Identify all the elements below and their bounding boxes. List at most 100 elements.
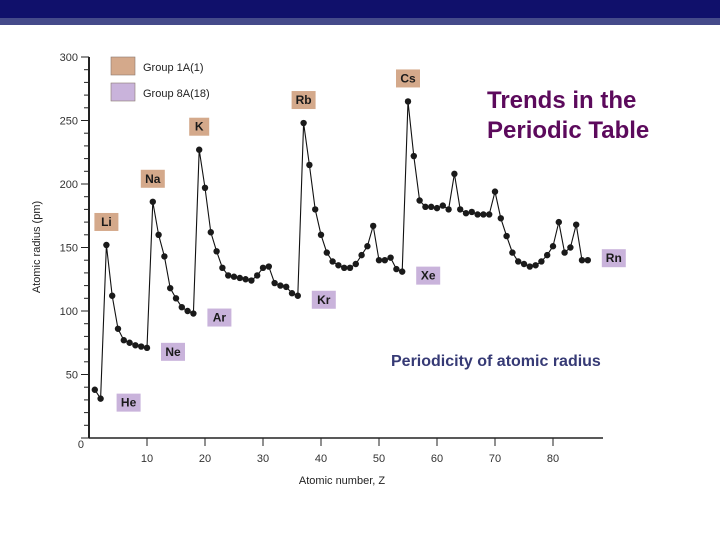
y-tick-label: 300 — [60, 52, 78, 64]
element-label-box — [291, 91, 316, 110]
x-tick-label: 10 — [141, 453, 153, 465]
element-label-na: Na — [145, 172, 161, 186]
element-label-ne: Ne — [165, 345, 181, 359]
data-point — [346, 264, 354, 272]
data-point — [486, 211, 493, 218]
data-point — [399, 268, 406, 275]
data-point — [91, 386, 99, 393]
element-label-xe: Xe — [421, 269, 436, 283]
data-point — [404, 98, 412, 105]
data-point — [474, 211, 481, 218]
header-stripe — [0, 18, 720, 25]
data-point — [509, 249, 516, 256]
data-point — [103, 241, 110, 249]
y-tick-label: 0 — [78, 439, 84, 451]
data-point — [178, 303, 185, 311]
x-tick-label: 60 — [431, 453, 443, 465]
data-point — [335, 262, 342, 269]
data-point — [520, 260, 528, 268]
data-point — [230, 273, 238, 280]
data-point — [462, 210, 470, 217]
data-point — [172, 295, 180, 302]
data-point — [312, 206, 319, 213]
data-point — [300, 119, 307, 127]
data-point — [138, 343, 145, 350]
legend-label: Group 1A(1) — [143, 62, 204, 74]
header-bar — [0, 0, 720, 18]
data-point — [196, 146, 203, 153]
element-label-box — [311, 290, 336, 309]
data-point — [294, 292, 301, 299]
data-point — [120, 337, 128, 344]
data-point — [306, 161, 313, 169]
element-label-box — [94, 212, 119, 231]
data-point — [225, 272, 232, 279]
data-point — [317, 231, 325, 238]
element-label-li: Li — [101, 215, 112, 229]
data-point — [393, 265, 400, 273]
data-point — [468, 208, 475, 216]
data-point — [364, 243, 371, 250]
element-label-box — [189, 117, 210, 136]
data-point — [457, 206, 464, 213]
element-label-box — [396, 69, 420, 88]
data-point — [288, 290, 296, 297]
data-point — [167, 284, 174, 292]
data-point — [184, 307, 191, 315]
data-point — [283, 283, 290, 291]
data-point — [277, 282, 284, 289]
data-point — [132, 342, 139, 349]
data-point — [451, 170, 458, 178]
data-point — [503, 232, 510, 240]
element-label-kr: Kr — [317, 293, 331, 307]
data-point — [114, 325, 122, 332]
data-point — [428, 203, 435, 211]
data-point — [439, 202, 446, 209]
data-point — [555, 218, 562, 226]
data-point — [573, 221, 580, 228]
legend-swatch — [110, 56, 136, 76]
data-point — [538, 258, 545, 265]
data-point — [190, 310, 197, 317]
data-point — [126, 339, 133, 346]
element-label-box — [140, 169, 165, 188]
data-point — [352, 260, 359, 268]
element-label-box — [416, 266, 441, 285]
element-label-box — [116, 393, 141, 412]
y-tick-label: 250 — [60, 116, 78, 128]
data-point — [381, 257, 388, 264]
element-label-k: K — [195, 120, 204, 134]
legend-label: Group 8A(18) — [143, 88, 210, 100]
data-point — [578, 257, 586, 264]
data-point — [526, 263, 533, 270]
slide-subtitle: Periodicity of atomic radius — [391, 353, 601, 370]
element-label-he: He — [121, 396, 137, 410]
data-point — [422, 203, 429, 211]
element-label-ar: Ar — [213, 311, 227, 325]
data-point — [416, 197, 423, 204]
element-label-rb: Rb — [296, 93, 312, 107]
data-point — [544, 251, 551, 259]
data-point — [341, 264, 348, 272]
data-point — [370, 222, 377, 230]
data-point — [515, 258, 522, 265]
element-label-rn: Rn — [606, 251, 622, 265]
data-point — [329, 258, 336, 265]
data-point — [207, 229, 214, 236]
element-label-cs: Cs — [400, 71, 416, 85]
data-point — [323, 249, 330, 256]
data-point — [155, 231, 162, 238]
x-tick-label: 40 — [315, 453, 327, 465]
data-point — [248, 277, 255, 284]
data-point — [480, 211, 487, 218]
element-label-box — [207, 308, 232, 327]
x-axis-label: Atomic number, Z — [299, 475, 385, 487]
data-point — [491, 188, 499, 195]
data-point — [445, 206, 452, 213]
data-point — [242, 276, 249, 283]
data-point — [213, 248, 220, 255]
x-tick-label: 50 — [373, 453, 385, 465]
y-axis-label: Atomic radius (pm) — [31, 201, 43, 293]
data-point — [567, 244, 574, 251]
y-tick-label: 50 — [66, 370, 78, 382]
